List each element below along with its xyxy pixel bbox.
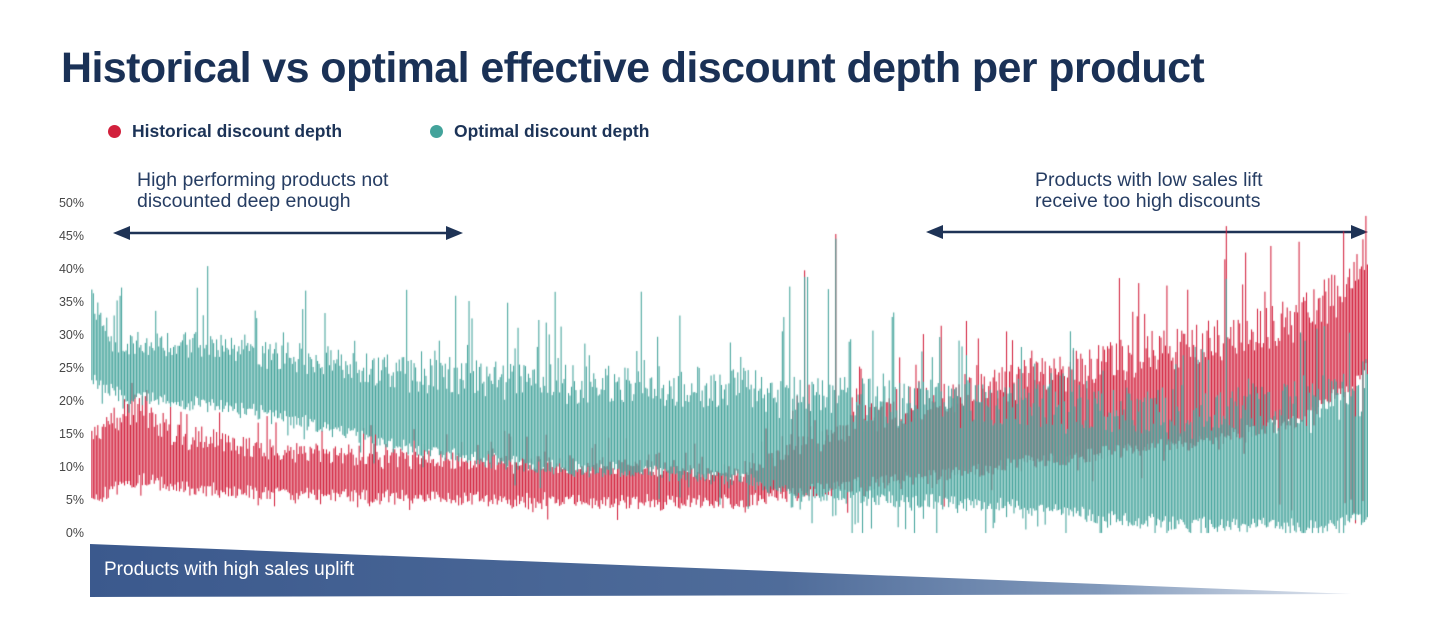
y-axis-tick-label: 45% — [58, 229, 84, 243]
y-axis-tick-label: 15% — [58, 427, 84, 441]
y-axis-tick-label: 5% — [65, 493, 84, 507]
x-axis-band-label: Products with high sales uplift — [104, 559, 355, 580]
y-axis-tick-label: 25% — [58, 361, 84, 375]
discount-depth-chart — [91, 200, 1368, 540]
legend-item-historical: Historical discount depth — [108, 121, 342, 141]
legend-label-optimal: Optimal discount depth — [454, 120, 650, 141]
y-axis-tick-label: 40% — [58, 262, 84, 276]
y-axis-tick-label: 35% — [58, 295, 84, 309]
page-title: Historical vs optimal effective discount… — [61, 44, 1205, 92]
sales-uplift-wedge — [90, 544, 1352, 597]
annotation-right-line1: Products with low sales lift — [1035, 169, 1263, 191]
legend-dot-optimal-icon — [430, 124, 443, 138]
legend-label-historical: Historical discount depth — [132, 120, 343, 141]
legend-dot-historical-icon — [108, 124, 121, 138]
y-axis-tick-label: 10% — [58, 460, 84, 474]
y-axis-tick-label: 20% — [58, 394, 84, 408]
annotation-left-line1: High performing products not — [137, 169, 389, 191]
y-axis-tick-label: 0% — [65, 526, 84, 540]
y-axis-tick-label: 50% — [58, 196, 84, 210]
legend-item-optimal: Optimal discount depth — [430, 121, 649, 141]
y-axis-tick-label: 30% — [58, 328, 84, 342]
